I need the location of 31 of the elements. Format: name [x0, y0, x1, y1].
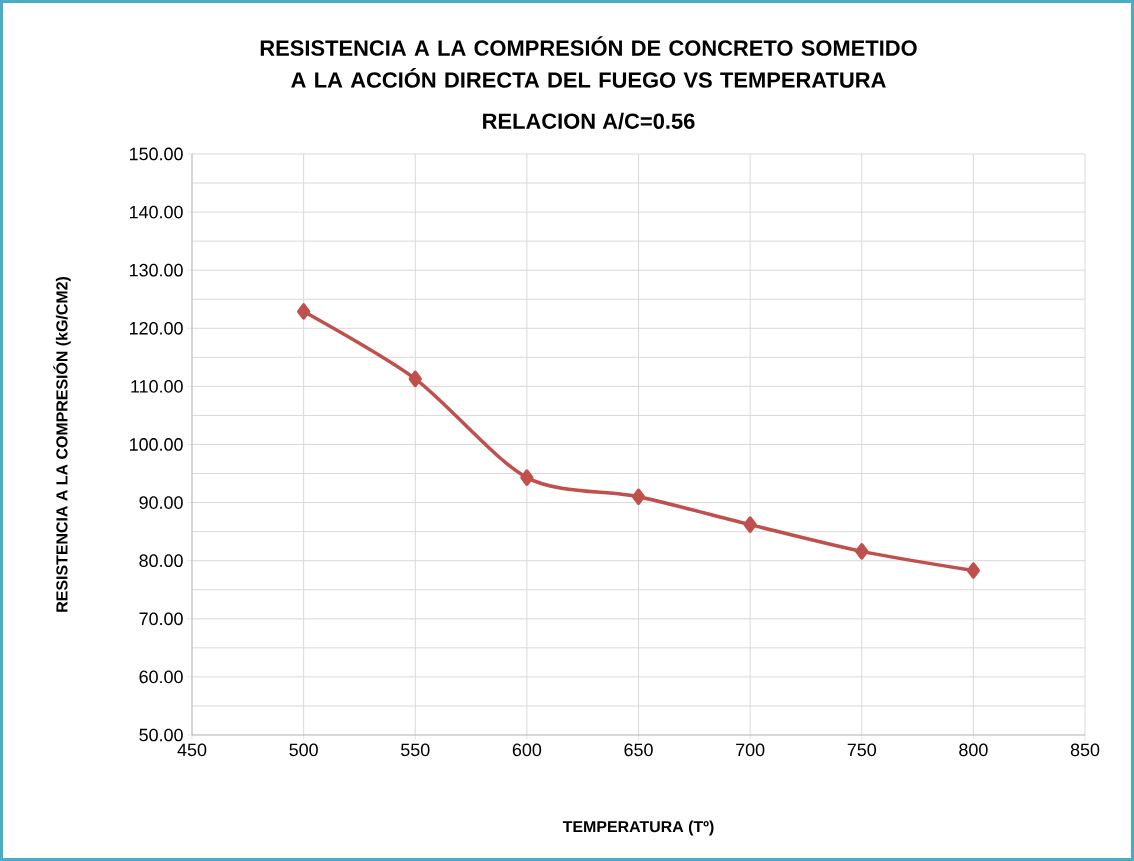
chart-subtitle: RELACION A/C=0.56 [483, 112, 695, 130]
x-tick-label: 600 [512, 743, 542, 757]
y-tick-label: 50.00 [139, 728, 183, 742]
point [855, 543, 869, 560]
x-tick-label: 700 [736, 743, 765, 757]
chart-title: RESISTENCIA A LA COMPRESIÓN DE CONCRETO SOMETIDO A LA ACCIÓN DIRECTA DEL FUEGO VS TEMPERATURA [260, 36, 917, 88]
y-tick-label: 130.00 [130, 263, 183, 277]
y-tick-label: 80.00 [139, 554, 183, 568]
x-tick-label: 550 [401, 743, 430, 757]
y-tick-label: 90.00 [139, 496, 183, 509]
y-tick-label: 110.00 [131, 380, 183, 393]
point [520, 469, 534, 486]
x-axis-title: TEMPERATURA (Tº) [562, 820, 714, 836]
x-tick-label: 500 [289, 743, 318, 757]
y-tick-label: 70.00 [139, 612, 183, 626]
y-tick-label: 150.00 [130, 147, 183, 161]
point [408, 370, 422, 388]
y-tick-label: 60.00 [139, 670, 183, 684]
y-tick-label: 100.00 [130, 438, 183, 451]
x-tick-label: 800 [959, 743, 988, 757]
x-tick-label: 650 [624, 743, 653, 757]
x-tick-label: 450 [177, 743, 207, 757]
point [631, 488, 646, 506]
x-tick-label: 750 [847, 743, 877, 757]
y-axis-title: RESISTENCIA A LA COMPRESIÓN (kG/CM2) [53, 277, 71, 612]
point [966, 562, 981, 579]
point [743, 516, 757, 533]
point [297, 303, 311, 320]
x-tick-label: 850 [1070, 743, 1100, 757]
y-tick-label: 140.00 [130, 205, 183, 219]
y-tick-label: 120.00 [130, 321, 183, 335]
